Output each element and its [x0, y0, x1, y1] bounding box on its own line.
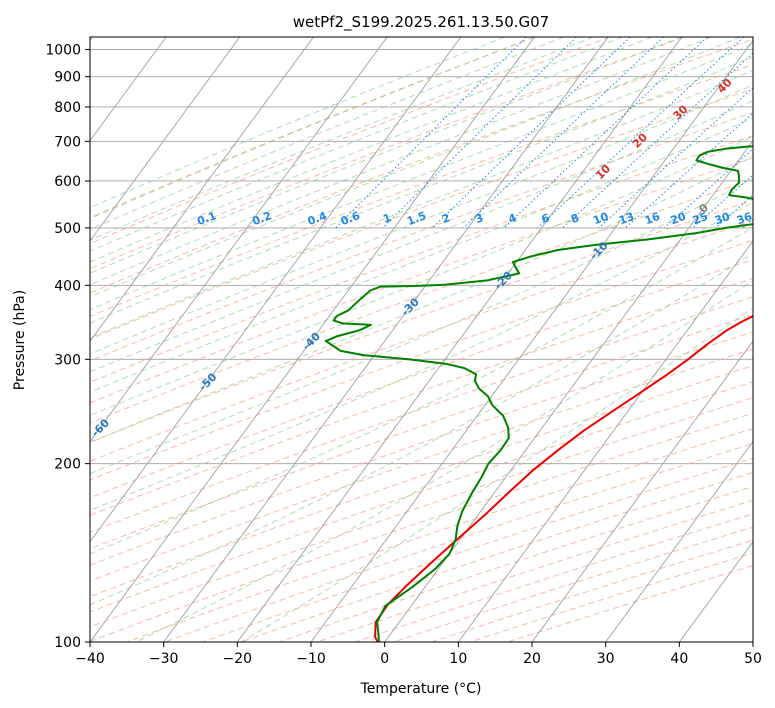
mixing-ratio-label: 3 [473, 211, 485, 226]
y-tick-label: 400 [54, 278, 81, 294]
mixing-ratio-label: 0.6 [339, 209, 362, 228]
x-tick-label: 0 [380, 651, 389, 667]
moist-adiabat-line [241, 307, 753, 642]
x-tick-label: −40 [75, 651, 105, 667]
mixing-ratio-line [432, 37, 631, 229]
y-tick-label: 1000 [45, 43, 81, 59]
plot-frame [89, 36, 754, 643]
dry-adiabat-line [90, 381, 753, 613]
isotherm-line [236, 37, 683, 642]
dry-adiabat-line [90, 37, 610, 245]
moist-adiabat-line [90, 69, 753, 339]
chart-title: wetPf2_S199.2025.261.13.50.G07 [293, 13, 549, 32]
moist-adiabat-line [90, 37, 682, 274]
moist-adiabat-line [90, 37, 624, 252]
isotherm-line [90, 37, 535, 642]
x-tick-label: 10 [449, 651, 467, 667]
dry-adiabat-line [90, 157, 753, 404]
isotherm-line [90, 37, 314, 342]
y-tick-label: 500 [54, 221, 81, 237]
dry-adiabat-line [90, 239, 753, 481]
mixing-ratio-label: 1 [381, 211, 393, 226]
isotherm-line [90, 37, 241, 242]
isotherm-line [90, 37, 388, 443]
y-axis-label: Pressure (hPa) [12, 290, 28, 390]
dewpoint-profile-line [324, 145, 753, 642]
isotherm-line [384, 139, 753, 642]
mixing-ratio-line [537, 37, 745, 229]
isotherm-line [605, 440, 753, 642]
y-tick-label: 900 [54, 70, 81, 86]
x-tick-label: −10 [296, 651, 326, 667]
mixing-ratio-label: 1.5 [405, 209, 428, 228]
moist-adiabat-line [90, 37, 741, 298]
moist-adiabat-line [135, 280, 753, 642]
isotherm-line [163, 37, 609, 642]
y-tick-label: 100 [54, 635, 81, 651]
x-tick-label: 50 [744, 651, 762, 667]
moist-adiabat-line [90, 99, 753, 373]
mixing-ratio-label: 0.1 [195, 209, 218, 228]
dry-adiabat-line [90, 37, 536, 219]
dry-adiabat-line [90, 112, 753, 362]
x-axis-label: Temperature (°C) [360, 681, 482, 697]
moist-adiabat-line [90, 37, 506, 209]
mixing-ratio-label: 20 [669, 210, 688, 228]
dry-adiabat-line [90, 365, 753, 598]
mixing-ratio-label: 25 [691, 210, 710, 227]
temperature-profile-line [374, 315, 753, 642]
dry-adiabat-line [90, 88, 753, 340]
mixing-ratio-label: 30 [713, 210, 732, 228]
mixing-ratio-label: 4 [507, 211, 519, 226]
moist-adiabat-line [90, 135, 753, 416]
dry-adiabat-line [90, 63, 753, 318]
dry-adiabat-line [90, 135, 753, 383]
isotherm-line [90, 37, 167, 142]
moist-adiabat-line [90, 37, 712, 286]
x-tick-label: −30 [149, 651, 179, 667]
x-tick-label: 40 [670, 651, 688, 667]
mixing-ratio-label: 6 [540, 211, 552, 226]
mixing-ratio-label: 13 [617, 210, 636, 227]
y-tick-label: 700 [54, 134, 81, 150]
y-tick-label: 300 [54, 352, 81, 368]
mixing-ratio-label: 0.2 [251, 209, 274, 228]
mixing-ratio-line [598, 87, 753, 229]
x-tick-label: 30 [597, 651, 615, 667]
mixing-ratio-label: 36 [735, 210, 754, 228]
y-tick-label: 200 [54, 457, 81, 473]
mixing-ratio-line [335, 37, 527, 229]
mixing-ratio-label: 2 [440, 211, 452, 226]
moist-adiabat-line [90, 43, 753, 311]
mixing-ratio-label: 16 [643, 210, 662, 228]
dry-adiabat-line [90, 331, 753, 566]
isotherm-line [310, 39, 753, 642]
moist-adiabat-line [90, 56, 753, 324]
mixing-ratio-label: 10 [591, 210, 610, 228]
mixing-ratio-label: 0.4 [306, 209, 329, 228]
moist-adiabat-line [90, 37, 653, 263]
dry-adiabat-line [90, 277, 753, 516]
y-tick-label: 600 [54, 174, 81, 190]
mixing-ratio-line [692, 174, 753, 229]
isotherm-line [531, 340, 753, 642]
x-tick-label: 20 [523, 651, 541, 667]
dry-adiabat-line [90, 37, 685, 270]
moist-adiabat-line [90, 177, 753, 475]
mixing-ratio-line [562, 52, 753, 229]
moist-adiabat-line [90, 37, 535, 220]
dry-adiabat-line [90, 220, 753, 462]
moist-adiabat-line [90, 155, 753, 443]
y-tick-label: 800 [54, 100, 81, 116]
moist-adiabat-line [90, 226, 753, 555]
isotherm-line [457, 240, 753, 642]
x-tick-label: −20 [223, 651, 253, 667]
mixing-ratio-label: 8 [569, 211, 581, 226]
